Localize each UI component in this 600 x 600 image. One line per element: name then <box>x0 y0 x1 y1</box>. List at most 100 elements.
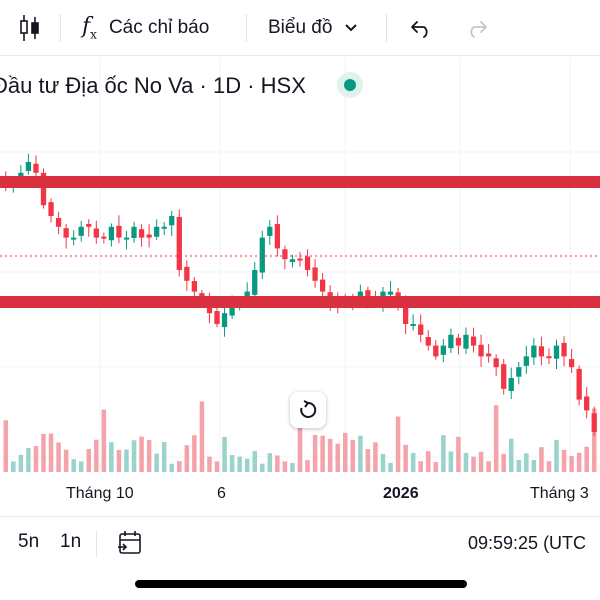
candle-body <box>191 281 198 292</box>
volume-bar <box>78 461 84 472</box>
symbol-title[interactable]: Đầu tư Địa ốc No Va · 1D · HSX <box>0 73 306 98</box>
reset-icon <box>300 400 317 418</box>
volume-bar <box>267 453 273 472</box>
volume-bar <box>546 461 552 472</box>
candle-body <box>478 344 484 357</box>
candle-body <box>184 266 190 281</box>
candle-body <box>448 334 454 349</box>
volume-bar <box>109 442 114 472</box>
candle-body <box>55 218 62 227</box>
volume-bar <box>94 439 99 472</box>
volume-bar <box>335 443 340 472</box>
volume-bar <box>71 459 76 472</box>
price-chart[interactable] <box>0 57 600 510</box>
volume-bar <box>146 440 152 472</box>
volume-bar <box>531 460 537 472</box>
candle-body <box>591 413 597 432</box>
toolbar-divider <box>386 14 387 42</box>
candle-body <box>584 396 590 411</box>
volume-bar <box>282 461 288 472</box>
volume-bar <box>425 451 431 472</box>
volume-bar <box>237 456 242 472</box>
volume-bar <box>26 448 31 472</box>
volume-bar <box>192 435 197 472</box>
candle-body <box>161 226 167 229</box>
candle-body <box>508 378 514 392</box>
candle-body <box>169 216 175 226</box>
volume-bar <box>418 461 423 472</box>
candle-body <box>501 364 507 389</box>
volume-bar <box>584 446 589 472</box>
volume-bar <box>561 449 567 472</box>
volume-bar <box>33 446 39 472</box>
chart-type-button[interactable]: Biểu đồ <box>268 10 358 46</box>
candle-body <box>546 356 552 359</box>
volume-bar <box>486 461 491 472</box>
volume-bar <box>48 433 54 472</box>
candle-body <box>282 249 288 260</box>
candle-body <box>25 162 32 171</box>
volume-bar <box>229 455 235 472</box>
volume-bar <box>86 448 92 472</box>
candle-body <box>154 226 160 237</box>
candle-body <box>485 353 492 357</box>
candle-body <box>116 225 122 238</box>
range-5n-button[interactable]: 5n <box>18 531 40 552</box>
candle-body <box>463 334 469 349</box>
toolbar-divider <box>246 14 247 42</box>
candle-body <box>297 258 303 261</box>
time-axis-label: Tháng 3 <box>530 485 589 502</box>
bottom-bar: 5n 1n 09:59:25 (UTC <box>0 516 600 568</box>
chart-area[interactable]: Đầu tư Địa ốc No Va · 1D · HSX Tháng 10 … <box>0 57 600 510</box>
candle-body <box>523 356 529 366</box>
volume-bar <box>244 458 250 472</box>
chevron-down-icon <box>344 17 358 39</box>
candle-body <box>86 224 92 227</box>
calendar-goto-icon[interactable] <box>116 529 144 557</box>
volume-bar <box>539 447 544 472</box>
candle-body <box>312 267 318 281</box>
volume-bar <box>154 453 159 472</box>
undo-icon[interactable] <box>404 10 438 46</box>
candle-body <box>71 237 77 240</box>
candle-body <box>78 226 84 236</box>
indicators-label: Các chỉ báo <box>108 17 210 38</box>
candle-body <box>214 311 220 324</box>
volume-bar <box>433 462 439 472</box>
volume-bar <box>139 436 144 472</box>
candle-body <box>274 224 281 249</box>
indicators-button[interactable]: fx Các chỉ báo <box>82 10 209 46</box>
volume-bar <box>11 461 16 472</box>
candle-body <box>108 226 115 241</box>
volume-bar <box>252 451 257 472</box>
volume-bar <box>403 444 408 472</box>
market-status-icon <box>337 72 363 98</box>
volume-bar <box>161 442 167 472</box>
time-axis-label: 6 <box>217 485 226 502</box>
volume-bar <box>275 455 280 472</box>
volume-bar <box>365 449 371 472</box>
candle-body <box>304 256 311 270</box>
time-axis-label: 2026 <box>383 485 419 502</box>
volume-bar <box>373 442 378 472</box>
candle-body <box>538 346 545 357</box>
candle-body <box>123 237 130 240</box>
range-1n-button[interactable]: 1n <box>60 531 82 552</box>
volume-bar <box>207 456 212 472</box>
home-indicator <box>135 580 467 588</box>
reset-chart-button[interactable] <box>290 392 326 428</box>
candle-body <box>493 358 499 368</box>
volume-bar <box>260 463 265 472</box>
candle-body <box>531 345 537 358</box>
volume-bar <box>18 454 24 472</box>
candles-icon[interactable] <box>14 10 46 46</box>
candle-body <box>252 270 258 295</box>
volume-bar <box>350 439 356 472</box>
candle-body <box>146 234 152 238</box>
volume-bar <box>327 438 333 472</box>
volume-bar <box>501 453 506 472</box>
candle-body <box>40 172 47 206</box>
time-axis-label: Tháng 10 <box>66 485 134 502</box>
clock-readout[interactable]: 09:59:25 (UTC <box>468 533 587 553</box>
redo-icon[interactable] <box>460 10 494 46</box>
